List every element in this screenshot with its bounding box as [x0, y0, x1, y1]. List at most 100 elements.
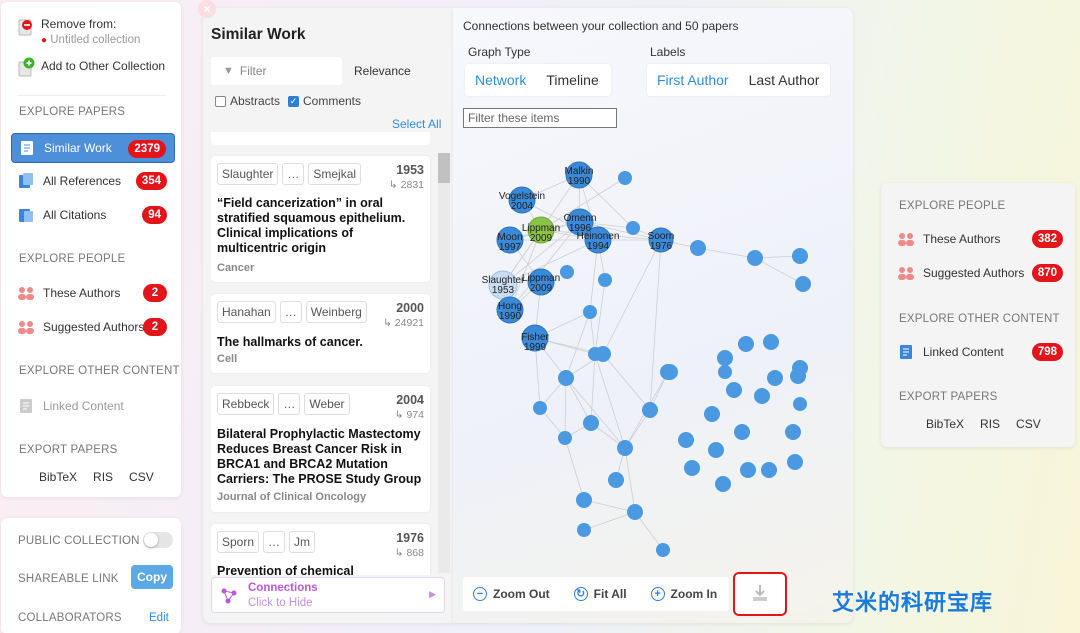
- scrollbar-thumb[interactable]: [438, 153, 450, 183]
- node-label-name: Lippman: [522, 273, 560, 284]
- export-papers-heading: EXPORT PAPERS: [19, 444, 118, 456]
- paper-title[interactable]: Prevention of chemical: [217, 564, 354, 575]
- node-label-name: Soorn: [648, 231, 675, 242]
- label-last-author[interactable]: Last Author: [748, 72, 820, 88]
- count-badge: 870: [1031, 264, 1063, 282]
- author-chip[interactable]: Weinberg: [305, 301, 367, 323]
- author-ellipsis[interactable]: …: [279, 301, 302, 323]
- nav-all-citations[interactable]: All Citations 94: [11, 200, 175, 230]
- export-ris[interactable]: RIS: [93, 470, 114, 484]
- author-ellipsis[interactable]: …: [278, 393, 301, 415]
- abstracts-checkbox[interactable]: Abstracts: [215, 94, 280, 108]
- zoom-out-button[interactable]: − Zoom Out: [473, 587, 550, 601]
- export-ris[interactable]: RIS: [980, 417, 1001, 431]
- paper-year: 1953: [396, 163, 424, 177]
- citations-icon: [17, 206, 35, 224]
- result-card[interactable]: Slaughter… Smejkal 1953 ↳ 2831 “Field can…: [211, 156, 430, 282]
- citation-value: 868: [406, 547, 424, 559]
- close-icon[interactable]: ×: [198, 0, 216, 18]
- edit-collaborators-link[interactable]: Edit: [149, 612, 169, 624]
- result-card[interactable]: Sporn… Jm 1976 ↳ 868 Prevention of chemic…: [211, 524, 430, 575]
- comments-checkbox[interactable]: ✓ Comments: [288, 94, 361, 108]
- copy-button[interactable]: Copy: [131, 565, 173, 589]
- nav-these-authors[interactable]: These Authors 2: [11, 278, 175, 308]
- remove-collection-link[interactable]: ● Untitled collection: [41, 34, 141, 46]
- node-label-year: 1953: [492, 285, 515, 296]
- author-chip[interactable]: Hanahan: [217, 301, 276, 323]
- sort-select[interactable]: Relevance: [354, 64, 411, 78]
- export-csv[interactable]: CSV: [1016, 417, 1041, 431]
- nav-label: Suggested Authors: [43, 320, 145, 334]
- nav-similar-work[interactable]: Similar Work 2379: [11, 133, 175, 163]
- nav-suggested-authors[interactable]: Suggested Authors 2: [11, 312, 175, 342]
- linked-content-icon: [897, 343, 915, 361]
- export-papers-heading: EXPORT PAPERS: [899, 391, 998, 403]
- checkbox-checked-icon: ✓: [288, 95, 299, 107]
- export-csv[interactable]: CSV: [129, 470, 154, 484]
- nav-linked-content[interactable]: Linked Content: [11, 391, 175, 421]
- citation-count: ↳ 974: [394, 409, 424, 421]
- node-label-name: Heinonen: [577, 231, 620, 242]
- remove-icon[interactable]: [17, 16, 37, 41]
- scrollbar-track[interactable]: [438, 153, 450, 573]
- authors-row: Hanahan… Weinberg: [217, 301, 371, 323]
- zoom-in-button[interactable]: + Zoom In: [650, 587, 717, 601]
- author-chip[interactable]: Rebbeck: [217, 393, 275, 415]
- author-chip[interactable]: Jm: [289, 531, 316, 553]
- graph-type-timeline[interactable]: Timeline: [546, 72, 599, 88]
- export-bibtex[interactable]: BibTeX: [926, 417, 965, 431]
- add-to-other-collection[interactable]: Add to Other Collection: [41, 59, 166, 73]
- explore-other-heading: EXPLORE OTHER CONTENT: [899, 313, 1060, 325]
- export-links: BibTeX RIS CSV: [39, 470, 154, 484]
- node-label-name: Lippman: [522, 223, 560, 234]
- remove-from-label: Remove from:: [41, 17, 117, 31]
- label-first-author[interactable]: First Author: [657, 72, 729, 88]
- select-all-link[interactable]: Select All: [392, 117, 442, 131]
- node-label-year: 1994: [587, 241, 610, 252]
- node-label-year: 2009: [530, 283, 553, 294]
- divider: [17, 95, 165, 96]
- paper-title[interactable]: The hallmarks of cancer.: [217, 335, 363, 349]
- similar-work-title: Similar Work: [211, 26, 306, 43]
- citation-value: 974: [406, 409, 424, 421]
- nav-label: All References: [43, 174, 122, 188]
- zoom-in-icon: +: [650, 587, 665, 601]
- author-chip[interactable]: Slaughter: [217, 163, 279, 185]
- author-chip[interactable]: Weber: [304, 393, 350, 415]
- paper-title[interactable]: “Field cancerization” in oral stratified…: [217, 196, 406, 255]
- filter-input[interactable]: ▼ Filter: [211, 57, 342, 85]
- nav-label: These Authors: [923, 232, 1001, 246]
- fit-all-button[interactable]: ↻ Fit All: [573, 587, 627, 601]
- author-chip[interactable]: Smejkal: [308, 163, 362, 185]
- nav-label: Linked Content: [923, 345, 1004, 359]
- node-label-year: 1996: [569, 223, 592, 234]
- checkbox-label: Comments: [303, 94, 362, 108]
- author-ellipsis[interactable]: …: [263, 531, 286, 553]
- node-label-year: 1976: [650, 241, 673, 252]
- explore-other-heading: EXPLORE OTHER CONTENT: [19, 365, 180, 377]
- graph-filter-input[interactable]: Filter these items: [463, 108, 617, 128]
- result-card[interactable]: Rebbeck… Weber 2004 ↳ 974 Bilateral Proph…: [211, 386, 430, 512]
- connections-toggle[interactable]: Connections Click to Hide ▶: [211, 577, 445, 613]
- nav-linked-content[interactable]: Linked Content 798: [891, 337, 1067, 367]
- download-button[interactable]: [733, 572, 787, 616]
- paper-title[interactable]: Bilateral Prophylactic Mastectomy Reduce…: [217, 427, 422, 486]
- node-label-name: Omenn: [564, 213, 597, 224]
- nav-all-references[interactable]: All References 354: [11, 166, 175, 196]
- result-card[interactable]: Hanahan… Weinberg 2000 ↳ 24921 The hallma…: [211, 294, 430, 373]
- nav-these-authors[interactable]: These Authors 382: [891, 224, 1067, 254]
- export-bibtex[interactable]: BibTeX: [39, 470, 78, 484]
- authors-row: Sporn… Jm: [217, 531, 319, 553]
- add-collection-icon[interactable]: [17, 56, 37, 81]
- public-collection-label: PUBLIC COLLECTION: [18, 535, 140, 547]
- graph-type-label: Graph Type: [468, 45, 531, 59]
- nav-suggested-authors[interactable]: Suggested Authors 870: [891, 258, 1067, 288]
- author-chip[interactable]: Sporn: [217, 531, 260, 553]
- filter-icon: ▼: [223, 65, 234, 77]
- graph-type-network[interactable]: Network: [475, 72, 527, 88]
- graph-nodes[interactable]: [488, 161, 811, 557]
- public-collection-toggle[interactable]: [143, 532, 173, 548]
- author-ellipsis[interactable]: …: [282, 163, 305, 185]
- results-list: Slaughter… Smejkal 1953 ↳ 2831 “Field can…: [211, 145, 436, 575]
